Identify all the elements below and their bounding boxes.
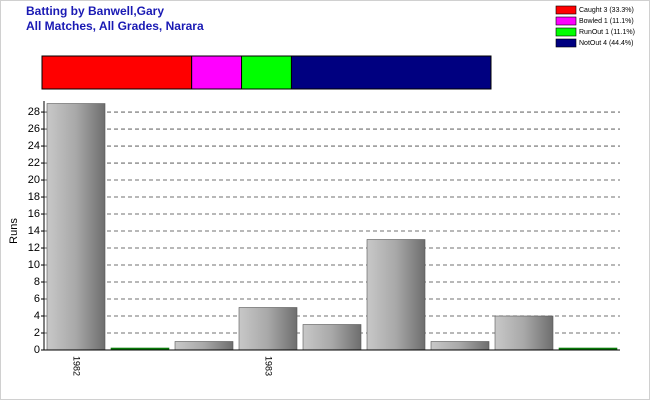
- bar: [46, 103, 106, 351]
- legend-swatch: [555, 5, 577, 15]
- chart-title: Batting by Banwell,Gary: [26, 4, 164, 18]
- x-tick-label: 1982: [72, 356, 82, 376]
- y-tick-label: 12: [28, 242, 40, 254]
- y-tick-label: 26: [28, 123, 40, 135]
- y-tick-label: 4: [34, 310, 40, 322]
- bar: [174, 341, 234, 351]
- proportion-segment: [241, 55, 292, 90]
- chart-subtitle: All Matches, All Grades, Narara: [26, 19, 204, 33]
- bar: [238, 307, 298, 351]
- legend-label: NotOut 4 (44.4%): [579, 40, 633, 47]
- proportion-segment: [191, 55, 243, 90]
- y-tick-label: 8: [34, 276, 40, 288]
- y-tick-label: 2: [34, 327, 40, 339]
- bar: [494, 315, 554, 351]
- y-tick-label: 6: [34, 293, 40, 305]
- y-tick-label: 16: [28, 208, 40, 220]
- bar: [302, 324, 362, 351]
- bar: [366, 239, 426, 351]
- proportion-segment: [41, 55, 193, 90]
- y-tick-label: 0: [34, 344, 40, 356]
- legend-label: Bowled 1 (11.1%): [579, 18, 634, 25]
- legend-label: Caught 3 (33.3%): [579, 7, 634, 14]
- legend-label: RunOut 1 (11.1%): [579, 29, 635, 36]
- legend-swatch: [555, 16, 577, 26]
- legend-swatch: [555, 38, 577, 48]
- bar: [430, 341, 490, 351]
- proportion-segment: [290, 55, 492, 90]
- y-tick-label: 10: [28, 259, 40, 271]
- legend-swatch: [555, 27, 577, 37]
- x-tick-label: 1983: [264, 356, 274, 376]
- y-tick-label: 22: [28, 157, 40, 169]
- y-tick-label: 18: [28, 191, 40, 203]
- y-tick-label: 14: [28, 225, 40, 237]
- y-tick-label: 20: [28, 174, 40, 186]
- y-axis-label: Runs: [8, 218, 20, 244]
- y-tick-label: 28: [28, 106, 40, 118]
- y-tick-label: 24: [28, 140, 40, 152]
